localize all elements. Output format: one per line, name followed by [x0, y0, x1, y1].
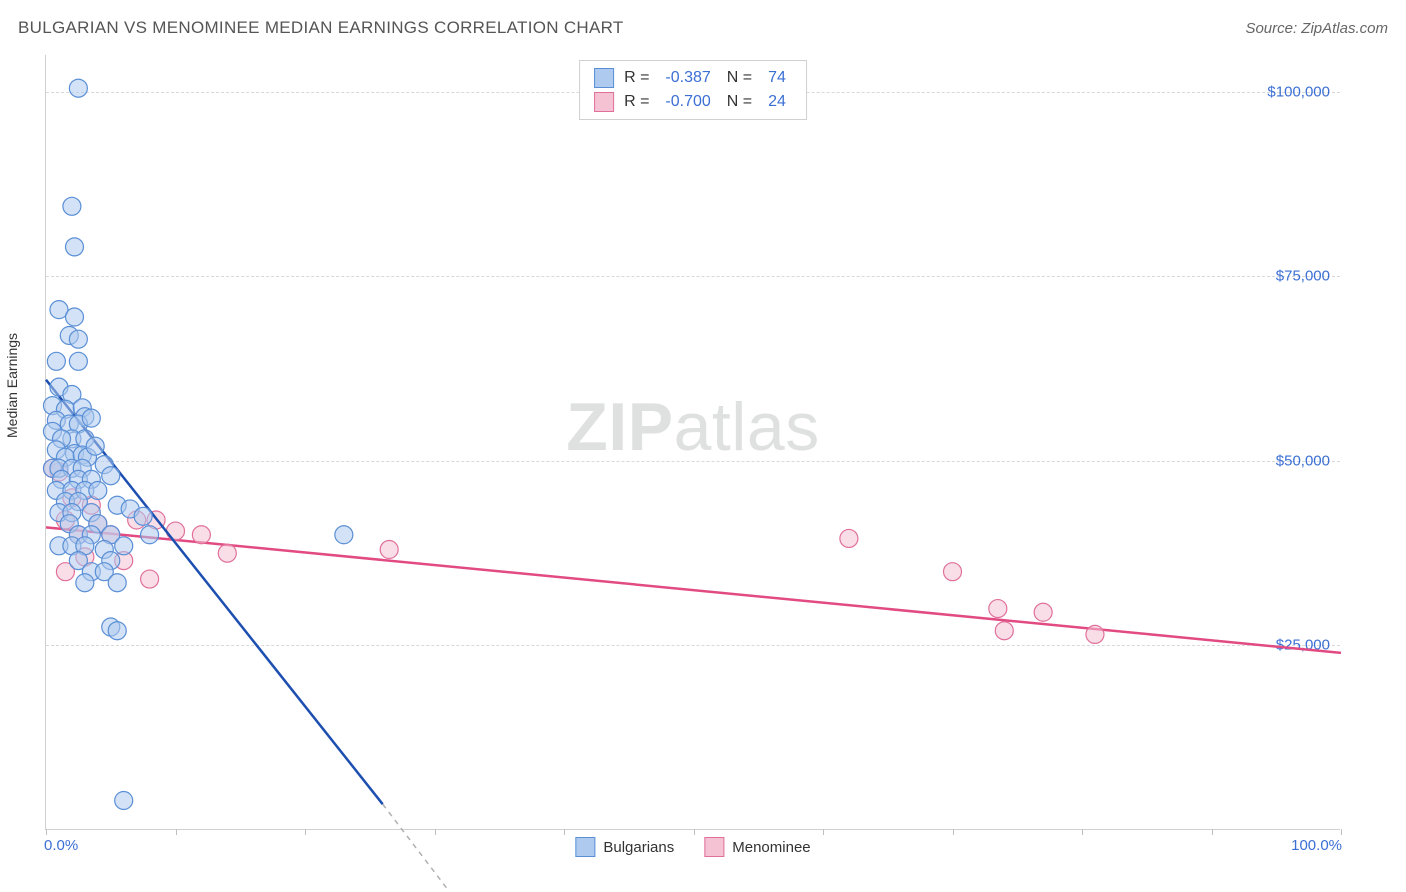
r-value-menominee: -0.700	[659, 93, 716, 111]
swatch-menominee-icon	[704, 837, 724, 857]
x-tick	[435, 829, 436, 835]
regression-line-menominee	[46, 527, 1341, 652]
data-point-menominee	[995, 622, 1013, 640]
data-point-menominee	[141, 570, 159, 588]
data-point-menominee	[989, 600, 1007, 618]
data-point-bulgarians	[335, 526, 353, 544]
data-point-bulgarians	[69, 330, 87, 348]
swatch-bulgarians-icon	[594, 68, 614, 88]
data-point-bulgarians	[65, 238, 83, 256]
chart-header: BULGARIAN VS MENOMINEE MEDIAN EARNINGS C…	[18, 18, 1388, 38]
data-point-bulgarians	[86, 437, 104, 455]
data-point-bulgarians	[76, 574, 94, 592]
regression-line-dash-bulgarians	[383, 804, 448, 889]
chart-source: Source: ZipAtlas.com	[1245, 20, 1388, 37]
data-point-bulgarians	[89, 481, 107, 499]
data-point-menominee	[840, 529, 858, 547]
data-point-bulgarians	[82, 409, 100, 427]
y-axis-label: Median Earnings	[4, 333, 20, 438]
data-point-bulgarians	[115, 537, 133, 555]
r-label: R =	[624, 69, 649, 87]
data-point-bulgarians	[108, 622, 126, 640]
correlation-legend: R = -0.387 N = 74 R = -0.700 N = 24	[579, 60, 807, 120]
data-point-bulgarians	[63, 197, 81, 215]
n-label: N =	[727, 93, 752, 111]
x-tick	[694, 829, 695, 835]
swatch-bulgarians-icon	[575, 837, 595, 857]
data-point-bulgarians	[108, 574, 126, 592]
data-point-bulgarians	[69, 352, 87, 370]
series-legend: Bulgarians Menominee	[575, 837, 810, 857]
n-label: N =	[727, 69, 752, 87]
data-point-menominee	[192, 526, 210, 544]
data-point-menominee	[1086, 625, 1104, 643]
legend-item-bulgarians: Bulgarians	[575, 837, 674, 857]
data-point-bulgarians	[141, 526, 159, 544]
data-point-bulgarians	[65, 308, 83, 326]
x-axis-right-label: 100.0%	[1291, 837, 1342, 854]
legend-label-bulgarians: Bulgarians	[603, 839, 674, 856]
legend-item-menominee: Menominee	[704, 837, 810, 857]
correlation-row-menominee: R = -0.700 N = 24	[594, 90, 792, 114]
data-point-bulgarians	[69, 79, 87, 97]
data-point-menominee	[1034, 603, 1052, 621]
data-point-menominee	[944, 563, 962, 581]
correlation-row-bulgarians: R = -0.387 N = 74	[594, 66, 792, 90]
x-tick	[823, 829, 824, 835]
x-tick	[1082, 829, 1083, 835]
legend-label-menominee: Menominee	[732, 839, 810, 856]
n-value-bulgarians: 74	[762, 69, 792, 87]
x-tick	[305, 829, 306, 835]
scatter-svg	[46, 55, 1340, 829]
data-point-menominee	[218, 544, 236, 562]
data-point-menominee	[167, 522, 185, 540]
chart-title: BULGARIAN VS MENOMINEE MEDIAN EARNINGS C…	[18, 18, 624, 38]
x-tick	[564, 829, 565, 835]
x-tick	[176, 829, 177, 835]
data-point-bulgarians	[134, 507, 152, 525]
data-point-bulgarians	[115, 791, 133, 809]
r-label: R =	[624, 93, 649, 111]
x-tick	[46, 829, 47, 835]
r-value-bulgarians: -0.387	[659, 69, 716, 87]
x-tick	[1341, 829, 1342, 835]
n-value-menominee: 24	[762, 93, 792, 111]
x-tick	[953, 829, 954, 835]
chart-plot-area: ZIPatlas $25,000$50,000$75,000$100,000 0…	[45, 55, 1340, 830]
data-point-bulgarians	[47, 352, 65, 370]
x-tick	[1212, 829, 1213, 835]
data-point-bulgarians	[102, 467, 120, 485]
data-point-menominee	[380, 541, 398, 559]
x-axis-left-label: 0.0%	[44, 837, 78, 854]
swatch-menominee-icon	[594, 92, 614, 112]
